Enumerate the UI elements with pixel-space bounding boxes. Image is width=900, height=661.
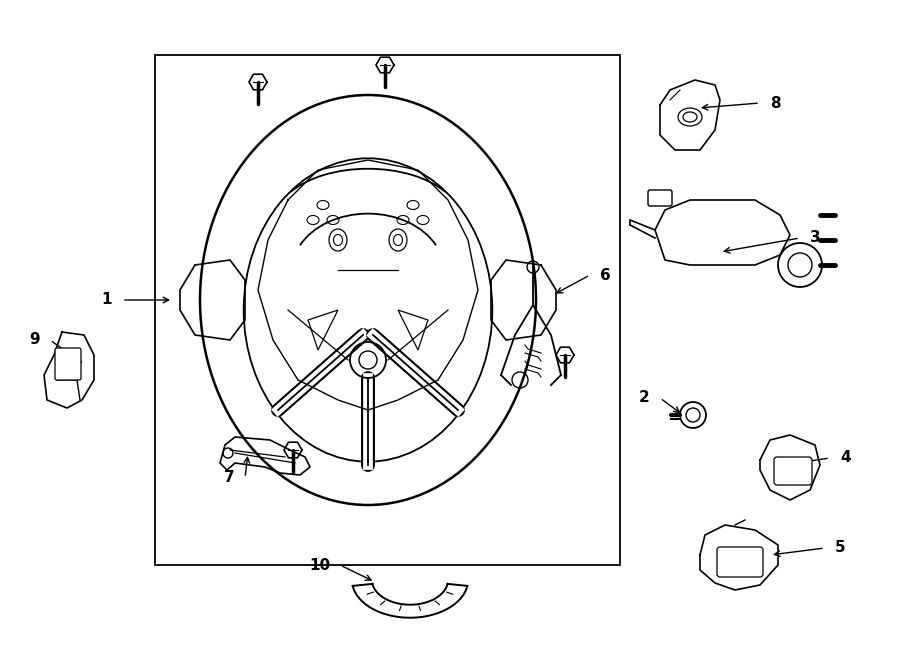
Text: 3: 3: [810, 231, 821, 245]
Text: 7: 7: [224, 471, 235, 485]
Text: 2: 2: [639, 391, 650, 405]
FancyBboxPatch shape: [55, 348, 81, 380]
Bar: [155, 55, 620, 565]
Text: 5: 5: [835, 541, 846, 555]
Text: 10: 10: [309, 557, 330, 572]
Text: 6: 6: [600, 268, 611, 282]
Ellipse shape: [200, 95, 536, 505]
FancyBboxPatch shape: [717, 547, 763, 577]
Text: 8: 8: [770, 95, 780, 110]
Text: 9: 9: [30, 332, 40, 348]
Text: 4: 4: [840, 451, 850, 465]
FancyBboxPatch shape: [774, 457, 812, 485]
FancyBboxPatch shape: [648, 190, 672, 206]
Ellipse shape: [244, 158, 492, 461]
Text: 1: 1: [102, 293, 112, 307]
